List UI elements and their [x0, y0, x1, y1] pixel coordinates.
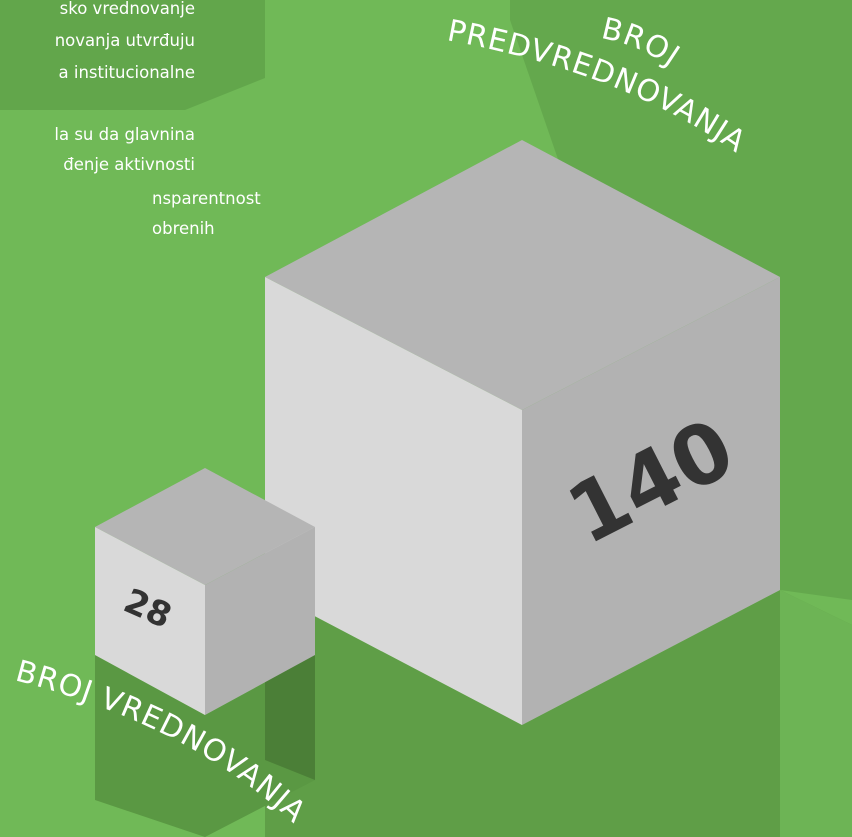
paragraph-line: nsparentnost [152, 189, 261, 208]
shadow-small [95, 655, 315, 837]
paragraph-line: novanja utvrđuju [55, 31, 195, 50]
paragraph: sko vrednovanje novanja utvrđuju a insti… [54, 0, 261, 238]
cube-small: 28 [95, 468, 315, 715]
shadow-big [265, 590, 852, 837]
paragraph-line: đenje aktivnosti [63, 155, 195, 174]
cube-top [95, 468, 315, 585]
cube-left [95, 527, 205, 715]
panel-right [510, 0, 852, 600]
paragraph-line: a institucionalne [59, 63, 196, 82]
paragraph-line: sko vrednovanje [60, 0, 195, 18]
cube-right [205, 527, 315, 715]
paragraph-line: obrenih [152, 219, 215, 238]
cube-left [265, 277, 522, 725]
cube-top [265, 140, 780, 410]
panel-left [0, 0, 265, 110]
paragraph-line: la su da glavnina [54, 125, 195, 144]
shadow-edge [780, 590, 852, 837]
cube-right [522, 277, 780, 725]
cube-big: 140 [265, 140, 780, 725]
